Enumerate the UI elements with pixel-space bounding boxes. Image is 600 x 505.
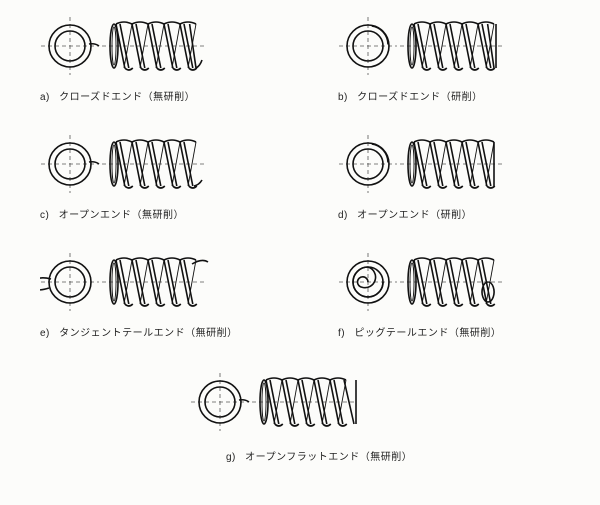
caption-d: d) オープンエンド（研削） xyxy=(338,206,472,221)
caption-a: a) クローズドエンド（無研削） xyxy=(40,88,195,103)
side-view xyxy=(400,22,502,70)
spring-end-types-figure: a) クローズドエンド（無研削） b) クローズドエンド（研削） c) オープンエン… xyxy=(0,0,600,505)
spring-variant-g xyxy=(190,370,390,440)
spring-drawing xyxy=(40,250,240,320)
top-view xyxy=(191,373,249,431)
caption-g: g) オープンフラットエンド（無研削） xyxy=(226,448,412,463)
spring-drawing xyxy=(190,370,390,440)
caption-label: クローズドエンド（研削） xyxy=(354,92,483,103)
spring-variant-c xyxy=(40,132,240,202)
spring-drawing xyxy=(338,132,538,202)
spring-drawing xyxy=(338,250,538,320)
spring-variant-e xyxy=(40,250,240,320)
side-view xyxy=(102,140,204,188)
spring-variant-b xyxy=(338,14,538,84)
top-view xyxy=(339,17,397,75)
top-view xyxy=(339,253,397,311)
side-view xyxy=(102,258,208,306)
caption-tag: e) xyxy=(40,328,50,339)
caption-e: e) タンジェントテールエンド（無研削） xyxy=(40,324,238,339)
side-view xyxy=(102,22,204,70)
caption-tag: a) xyxy=(40,92,50,103)
caption-tag: b) xyxy=(338,92,348,103)
side-view xyxy=(252,378,356,426)
caption-f: f) ピッグテールエンド（無研削） xyxy=(338,324,501,339)
caption-label: タンジェントテールエンド（無研削） xyxy=(56,328,238,339)
top-view xyxy=(41,17,99,75)
caption-label: オープンフラットエンド（無研削） xyxy=(242,452,412,463)
caption-tag: c) xyxy=(40,210,49,221)
spring-drawing xyxy=(40,132,240,202)
caption-b: b) クローズドエンド（研削） xyxy=(338,88,483,103)
caption-tag: d) xyxy=(338,210,348,221)
top-view xyxy=(40,253,99,311)
top-view xyxy=(41,135,99,193)
side-view xyxy=(400,140,502,188)
caption-label: クローズドエンド（無研削） xyxy=(56,92,195,103)
top-view xyxy=(339,135,397,193)
caption-c: c) オープンエンド（無研削） xyxy=(40,206,184,221)
spring-variant-a xyxy=(40,14,240,84)
caption-label: ピッグテールエンド（無研削） xyxy=(351,328,501,339)
spring-variant-f xyxy=(338,250,538,320)
side-view xyxy=(400,258,502,306)
caption-label: オープンエンド（無研削） xyxy=(55,210,184,221)
caption-tag: g) xyxy=(226,452,236,463)
spring-drawing xyxy=(40,14,240,84)
caption-tag: f) xyxy=(338,328,345,339)
spring-variant-d xyxy=(338,132,538,202)
spring-drawing xyxy=(338,14,538,84)
caption-label: オープンエンド（研削） xyxy=(354,210,472,221)
